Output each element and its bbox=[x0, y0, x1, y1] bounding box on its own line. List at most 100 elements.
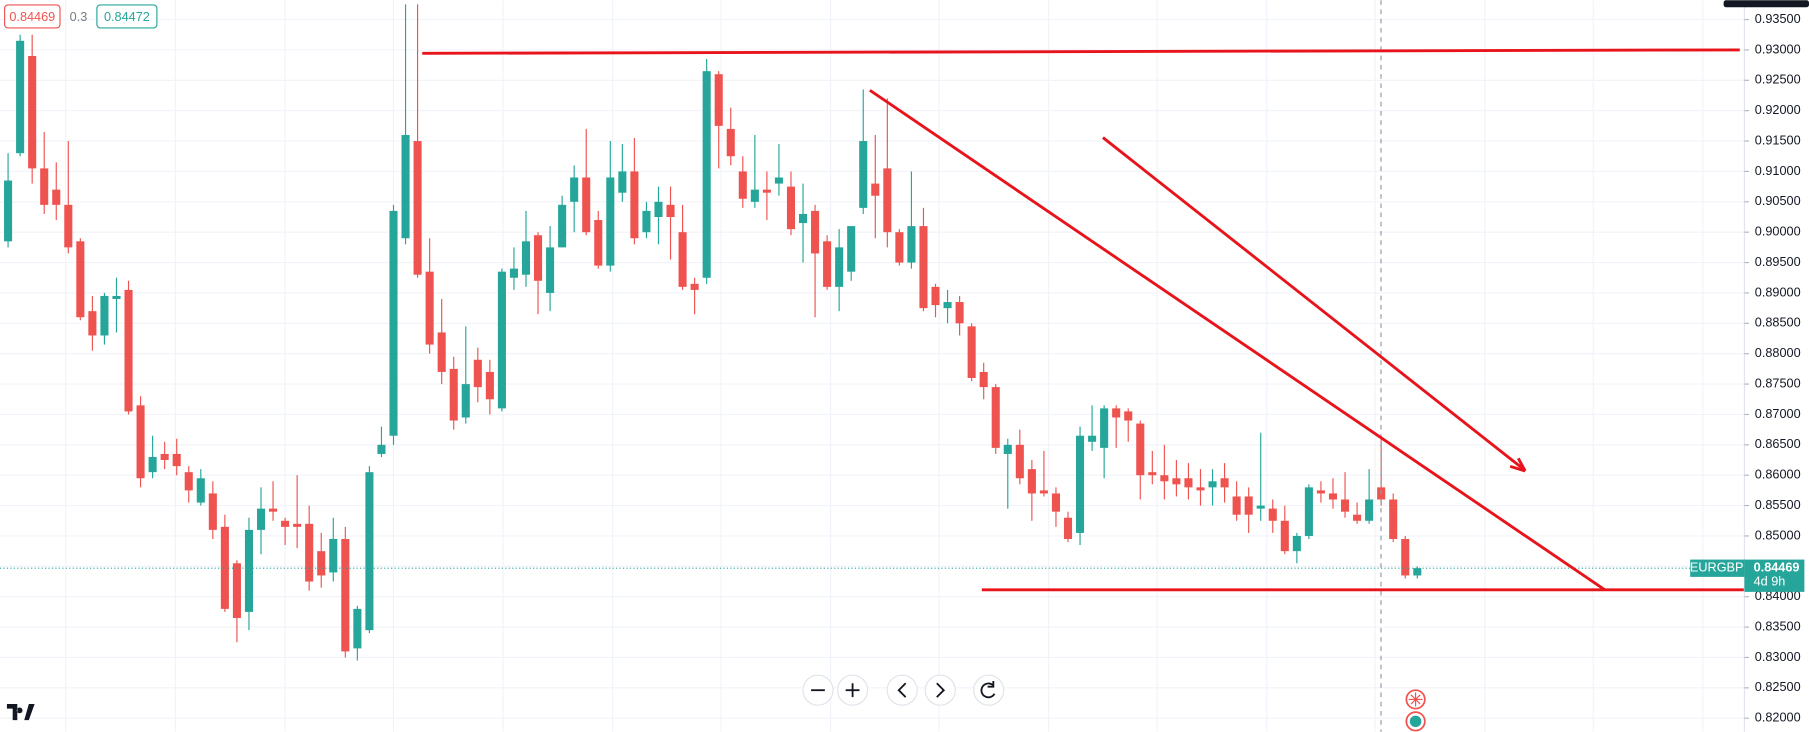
y-tick-label: 0.83500 bbox=[1755, 619, 1801, 633]
candle-body bbox=[232, 563, 241, 618]
y-tick-label: 0.93500 bbox=[1755, 12, 1801, 26]
candles bbox=[4, 4, 1422, 661]
candle-body bbox=[281, 520, 290, 527]
price-axis bbox=[1744, 0, 1809, 732]
reset-button[interactable] bbox=[973, 674, 1005, 706]
candle-body bbox=[594, 220, 603, 266]
candle-body bbox=[413, 141, 422, 275]
candle-body bbox=[88, 311, 97, 336]
symbol: EURGBP bbox=[1690, 561, 1744, 575]
candle-body bbox=[172, 453, 181, 467]
candle-body bbox=[907, 226, 916, 263]
candle-body bbox=[401, 134, 410, 239]
candle-body bbox=[931, 286, 940, 306]
candle-body bbox=[1003, 444, 1012, 454]
candle-body bbox=[269, 508, 278, 512]
candle-body bbox=[341, 539, 350, 652]
candle-body bbox=[642, 210, 651, 233]
candle-body bbox=[714, 74, 723, 126]
drawings bbox=[422, 48, 1745, 592]
candle-body bbox=[618, 171, 627, 193]
candle-body bbox=[859, 141, 868, 208]
candle-body bbox=[1039, 490, 1048, 494]
candle-body bbox=[582, 177, 591, 233]
zoom-out-button[interactable] bbox=[802, 674, 834, 706]
candle-body bbox=[967, 326, 976, 378]
y-tick-label: 0.87500 bbox=[1755, 376, 1801, 390]
candle-body bbox=[389, 210, 398, 436]
candle-body bbox=[1051, 493, 1060, 512]
scroll-left-button[interactable] bbox=[886, 674, 918, 706]
bid-box bbox=[4, 4, 61, 29]
tradingview-logo[interactable] bbox=[6, 704, 35, 721]
candle-body bbox=[244, 529, 254, 612]
candle-body bbox=[1316, 490, 1325, 494]
candle-body bbox=[895, 232, 904, 263]
candle-body bbox=[485, 371, 494, 400]
candle-body bbox=[1328, 493, 1338, 500]
candle-body bbox=[558, 204, 567, 248]
y-tick-label: 0.89000 bbox=[1755, 285, 1801, 299]
candle-body bbox=[762, 189, 771, 193]
candle-body bbox=[786, 186, 796, 230]
candle-body bbox=[570, 177, 579, 202]
y-tick-label: 0.93000 bbox=[1755, 42, 1801, 56]
candle-body bbox=[1148, 472, 1157, 476]
axis-clip-label bbox=[1723, 0, 1809, 8]
candle-body bbox=[835, 247, 844, 287]
y-tick-label: 0.84000 bbox=[1755, 589, 1801, 603]
y-tick-label: 0.88500 bbox=[1755, 316, 1801, 330]
candle-body bbox=[1365, 499, 1374, 521]
y-tick-label: 0.92000 bbox=[1755, 103, 1801, 117]
y-tick-label: 0.85000 bbox=[1755, 528, 1801, 542]
event-icons[interactable] bbox=[1405, 689, 1426, 732]
spread: 0.3 bbox=[70, 10, 88, 24]
y-tick-label: 0.83000 bbox=[1755, 650, 1801, 664]
candle-body bbox=[1088, 435, 1097, 442]
candle-body bbox=[654, 201, 663, 217]
candle-body bbox=[666, 204, 675, 217]
candle-body bbox=[509, 268, 518, 278]
y-tick-label: 0.91500 bbox=[1755, 133, 1801, 147]
trend-line bbox=[869, 89, 1606, 592]
y-tick-label: 0.88000 bbox=[1755, 346, 1801, 360]
candle-body bbox=[16, 40, 25, 154]
y-tick-label: 0.87000 bbox=[1755, 407, 1801, 421]
candle-body bbox=[100, 295, 109, 336]
candle-body bbox=[738, 171, 747, 199]
y-tick-label: 0.90500 bbox=[1755, 194, 1801, 208]
candle-body bbox=[690, 283, 699, 290]
candle-body bbox=[1184, 478, 1193, 488]
last-price-label: EURGBP 0.84469 4d 9h bbox=[1690, 559, 1805, 592]
y-tick-label: 0.82500 bbox=[1755, 680, 1801, 694]
ask-box bbox=[96, 4, 158, 29]
candle-body bbox=[534, 235, 543, 281]
candle-body bbox=[1076, 435, 1085, 533]
candle-body bbox=[919, 226, 928, 309]
candle-body bbox=[702, 71, 711, 278]
candle-body bbox=[955, 302, 964, 324]
candle-body bbox=[630, 171, 639, 239]
candle-body bbox=[305, 523, 314, 582]
candle-body bbox=[1268, 508, 1277, 521]
zoom-in-button[interactable] bbox=[837, 674, 869, 706]
y-tick-label: 0.86000 bbox=[1755, 468, 1801, 482]
symbol-box bbox=[1690, 559, 1745, 577]
quote-box: 0.84469 0.3 0.84472 bbox=[4, 4, 158, 29]
scroll-right-button[interactable] bbox=[924, 674, 956, 706]
candle-body bbox=[823, 241, 832, 287]
candle-body bbox=[1027, 469, 1036, 494]
candle-body bbox=[112, 295, 121, 300]
candle-body bbox=[871, 183, 880, 196]
candle-body bbox=[1100, 408, 1109, 448]
candle-body bbox=[437, 332, 446, 372]
candle-body bbox=[317, 551, 326, 576]
candle-body bbox=[377, 444, 386, 454]
candle-body bbox=[943, 302, 952, 309]
candle-body bbox=[774, 177, 783, 184]
y-tick-label: 0.86500 bbox=[1755, 437, 1801, 451]
y-tick-label: 0.82000 bbox=[1755, 711, 1801, 725]
candle-body bbox=[124, 289, 133, 412]
